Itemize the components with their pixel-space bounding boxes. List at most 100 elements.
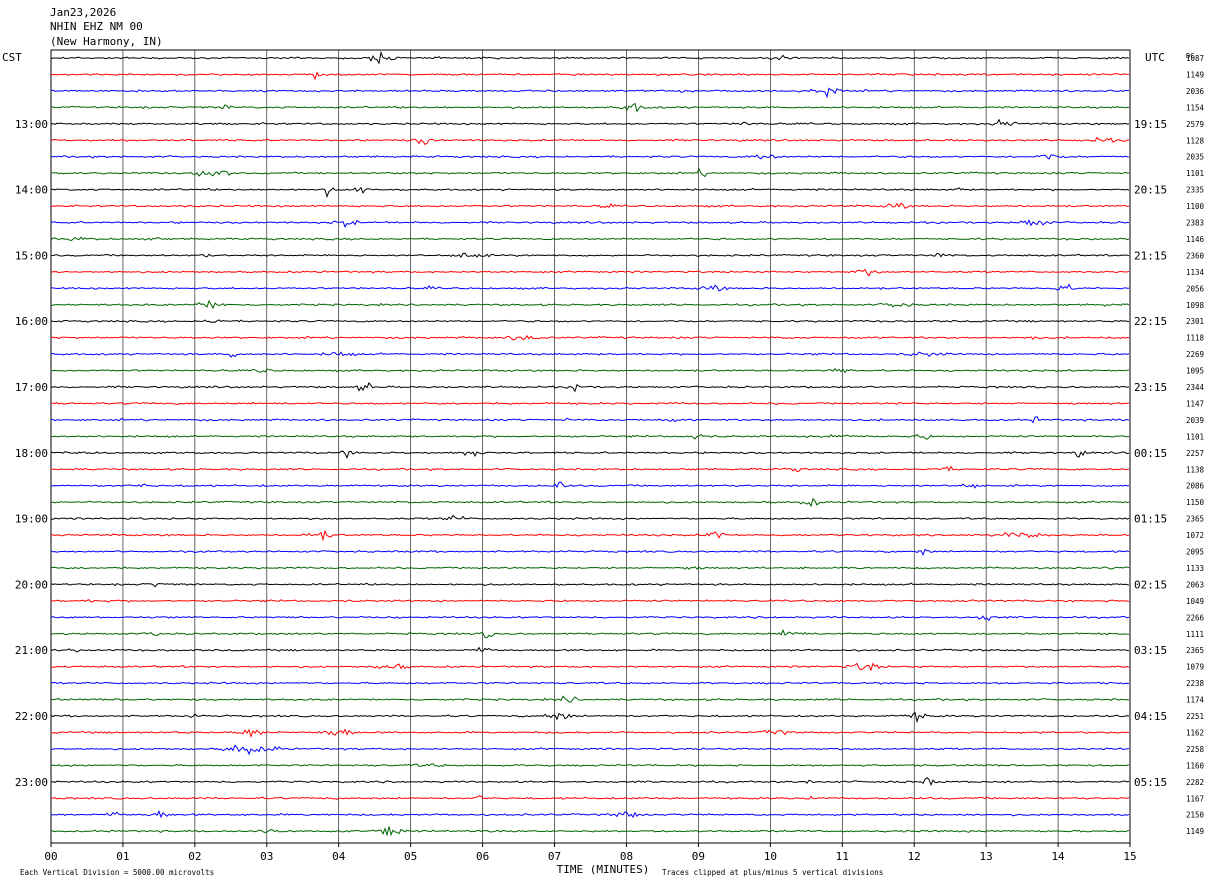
dc-offset-label: 1049 xyxy=(1186,597,1204,606)
trace-row xyxy=(50,50,1130,65)
trace-row xyxy=(50,810,1130,819)
trace-row xyxy=(50,433,1130,440)
x-tick-label: 05 xyxy=(404,850,417,863)
dc-offset-label: 1138 xyxy=(1186,465,1205,474)
x-tick-label: 13 xyxy=(980,850,993,863)
dc-offset-label: 1149 xyxy=(1186,70,1204,79)
x-tick-label: 11 xyxy=(836,850,849,863)
trace-row xyxy=(50,299,1130,310)
trace-row xyxy=(50,87,1130,99)
dc-offset-label: 1133 xyxy=(1186,564,1204,573)
trace-row xyxy=(50,450,1130,460)
dc-offset-label: 2365 xyxy=(1186,646,1204,655)
trace-row xyxy=(50,681,1130,685)
cst-hour-label: 17:00 xyxy=(15,381,48,394)
cst-hour-label: 14:00 xyxy=(15,184,48,197)
trace-row xyxy=(50,71,1130,81)
x-tick-label: 02 xyxy=(188,850,201,863)
dc-offset-label: 2344 xyxy=(1186,383,1205,392)
utc-hour-label: 05:15 xyxy=(1134,776,1167,789)
dc-offset-label: 1134 xyxy=(1186,268,1205,277)
utc-hour-label: 02:15 xyxy=(1134,578,1167,591)
trace-row xyxy=(51,167,1130,178)
utc-hour-label: 01:15 xyxy=(1134,513,1167,526)
right-zone-label: UTC xyxy=(1145,51,1165,64)
trace-row xyxy=(50,795,1130,800)
trace-row xyxy=(50,118,1130,126)
dc-offset-label: 2266 xyxy=(1186,613,1205,622)
utc-hour-label: 19:15 xyxy=(1134,118,1167,131)
trace-row xyxy=(50,102,1130,113)
dc-offset-label: 2036 xyxy=(1186,87,1205,96)
scale-note: Each Vertical Division = 5000.00 microvo… xyxy=(20,868,214,877)
dc-offset-label: 2251 xyxy=(1186,712,1204,721)
trace-row xyxy=(50,401,1130,406)
cst-hour-label: 18:00 xyxy=(15,447,48,460)
dc-offset-label: 2383 xyxy=(1186,219,1204,228)
dc-offset-label: 2086 xyxy=(1186,482,1205,491)
cst-hour-label: 20:00 xyxy=(15,578,48,591)
dc-offset-label: 1174 xyxy=(1186,696,1205,705)
plot-frame xyxy=(50,49,1131,844)
dc-offset-label: 1101 xyxy=(1186,169,1204,178)
dc-offset-label: 1149 xyxy=(1186,827,1204,836)
cst-hour-label: 16:00 xyxy=(15,315,48,328)
trace-row xyxy=(50,728,1130,738)
x-tick-label: 15 xyxy=(1123,850,1136,863)
x-tick-label: 09 xyxy=(692,850,705,863)
dc-offset-label: 2269 xyxy=(1186,350,1204,359)
trace-row xyxy=(50,252,1130,258)
dc-offset-label: 2301 xyxy=(1186,317,1204,326)
trace-row xyxy=(50,744,1130,756)
trace-row xyxy=(50,465,1130,473)
utc-hour-label: 20:15 xyxy=(1134,184,1167,197)
cst-hour-label: 19:00 xyxy=(15,513,48,526)
x-tick-label: 10 xyxy=(764,850,777,863)
trace-row xyxy=(51,529,1130,542)
trace-row xyxy=(50,186,1130,199)
trace-row xyxy=(50,711,1130,724)
dc-offset-label: 2095 xyxy=(1186,548,1204,557)
dc-offset-label: 1150 xyxy=(1186,498,1205,507)
clip-note: Traces clipped at plus/minus 5 vertical … xyxy=(662,868,883,877)
x-tick-label: 12 xyxy=(908,850,921,863)
trace-row xyxy=(50,136,1130,146)
utc-hour-label: 03:15 xyxy=(1134,644,1167,657)
dc-label: DC xyxy=(1186,52,1194,60)
dc-offset-label: 1147 xyxy=(1186,399,1204,408)
x-tick-label: 08 xyxy=(620,850,633,863)
trace-row xyxy=(50,826,1130,837)
trace-row xyxy=(50,777,1130,787)
cst-hour-label: 13:00 xyxy=(15,118,48,131)
trace-row xyxy=(50,416,1130,424)
cst-hour-label: 22:00 xyxy=(15,710,48,723)
dc-offset-label: 1160 xyxy=(1186,761,1205,770)
trace-row xyxy=(50,615,1130,622)
trace-row xyxy=(50,548,1130,557)
dc-offset-label: 2150 xyxy=(1186,811,1205,820)
dc-offset-label: 1162 xyxy=(1186,728,1204,737)
dc-offset-label: 2335 xyxy=(1186,186,1204,195)
utc-hour-label: 04:15 xyxy=(1134,710,1167,723)
trace-row xyxy=(50,202,1130,209)
trace-row xyxy=(50,599,1130,603)
dc-offset-label: 2238 xyxy=(1186,679,1205,688)
trace-row xyxy=(50,154,1130,160)
dc-offset-label: 1095 xyxy=(1186,367,1204,376)
trace-row xyxy=(50,566,1130,570)
dc-offset-label: 1111 xyxy=(1186,630,1204,639)
dc-offset-label: 2056 xyxy=(1186,284,1205,293)
dc-offset-label: 1087 xyxy=(1186,54,1204,63)
dc-offset-label: 2257 xyxy=(1186,449,1204,458)
header-station: NHIN EHZ NM 00 xyxy=(50,20,143,33)
trace-row xyxy=(50,268,1130,277)
trace-row xyxy=(50,319,1130,323)
trace-row xyxy=(50,582,1130,588)
dc-offset-label: 2579 xyxy=(1186,120,1204,129)
trace-row xyxy=(50,695,1130,703)
trace-row xyxy=(50,514,1130,521)
trace-row xyxy=(50,219,1130,228)
dc-offset-label: 1079 xyxy=(1186,663,1204,672)
x-tick-label: 00 xyxy=(44,850,57,863)
trace-row xyxy=(50,351,1130,358)
